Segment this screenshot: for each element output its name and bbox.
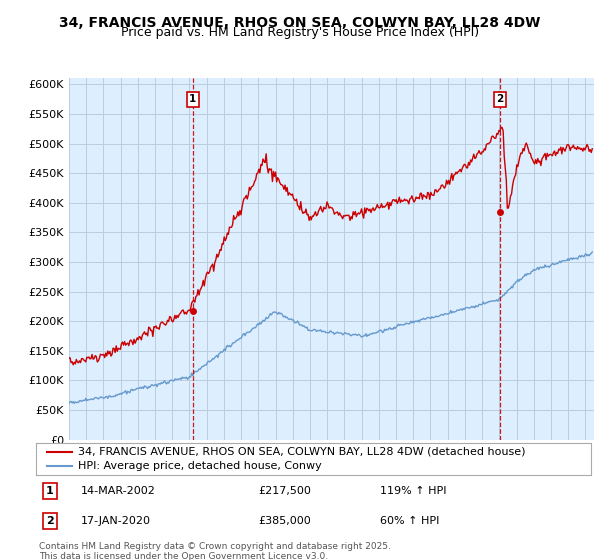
Text: 119% ↑ HPI: 119% ↑ HPI [380, 486, 446, 496]
Text: 1: 1 [46, 486, 54, 496]
Text: Contains HM Land Registry data © Crown copyright and database right 2025.
This d: Contains HM Land Registry data © Crown c… [39, 542, 391, 560]
Text: 17-JAN-2020: 17-JAN-2020 [80, 516, 151, 526]
Text: Price paid vs. HM Land Registry's House Price Index (HPI): Price paid vs. HM Land Registry's House … [121, 26, 479, 39]
Text: 14-MAR-2002: 14-MAR-2002 [80, 486, 155, 496]
Text: 2: 2 [497, 94, 504, 104]
Text: 60% ↑ HPI: 60% ↑ HPI [380, 516, 439, 526]
Text: £217,500: £217,500 [258, 486, 311, 496]
Text: £385,000: £385,000 [258, 516, 311, 526]
Text: 1: 1 [190, 94, 197, 104]
Text: 34, FRANCIS AVENUE, RHOS ON SEA, COLWYN BAY, LL28 4DW: 34, FRANCIS AVENUE, RHOS ON SEA, COLWYN … [59, 16, 541, 30]
Text: 2: 2 [46, 516, 54, 526]
Text: HPI: Average price, detached house, Conwy: HPI: Average price, detached house, Conw… [77, 461, 322, 472]
Text: 34, FRANCIS AVENUE, RHOS ON SEA, COLWYN BAY, LL28 4DW (detached house): 34, FRANCIS AVENUE, RHOS ON SEA, COLWYN … [77, 446, 525, 456]
